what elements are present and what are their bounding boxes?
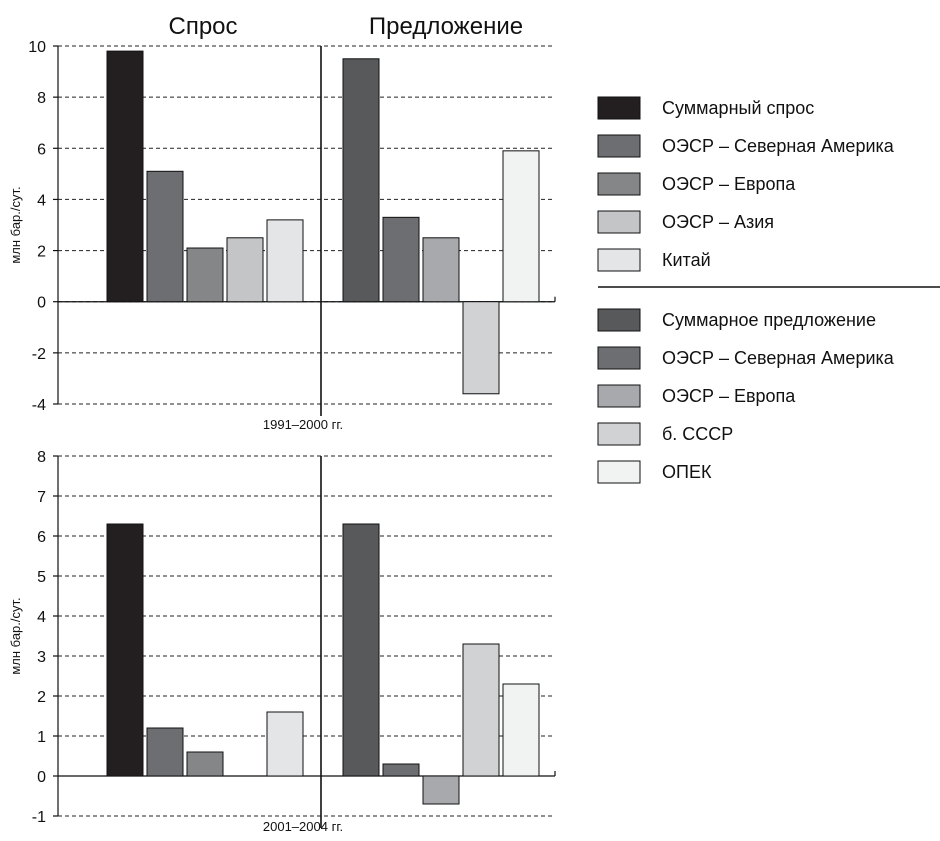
panel-1: -4 -2 0 2 4 6 8 10 млн бар./сут. 1991–2000 гг.	[8, 39, 556, 432]
demand-header: Спрос	[168, 13, 237, 40]
supply-header: Предложение	[369, 13, 523, 40]
y-tick-label: 0	[37, 769, 46, 786]
supply-bar	[342, 58, 380, 303]
demand-bar	[226, 237, 264, 303]
y-axis-label: млн бар./сут.	[8, 597, 23, 674]
legend-supply-swatch	[597, 422, 641, 446]
demand-bar	[266, 711, 304, 777]
demand-bar	[186, 247, 224, 303]
y-tick-label: 1	[37, 729, 46, 746]
supply-bar	[382, 763, 420, 777]
legend-demand-label: ОЭСР – Северная Америка	[662, 136, 895, 156]
y-tick-label: 2	[37, 689, 46, 706]
legend-supply-swatch	[597, 308, 641, 332]
y-tick-label: 5	[37, 569, 46, 586]
demand-bar	[186, 751, 224, 777]
supply-bar	[422, 237, 460, 303]
legend-demand-label: ОЭСР – Азия	[662, 212, 774, 232]
legend-supply-label: ОЭСР – Северная Америка	[662, 348, 895, 368]
supply-bar	[422, 775, 460, 805]
y-tick-label: -1	[32, 809, 46, 826]
period-caption: 1991–2000 гг.	[263, 417, 343, 432]
y-tick-label: 4	[37, 192, 46, 209]
legend-demand-swatch	[597, 210, 641, 234]
supply-bar	[502, 150, 540, 303]
y-tick-label: 7	[37, 489, 46, 506]
y-tick-label: -4	[32, 397, 46, 414]
y-tick-label: 8	[37, 449, 46, 466]
legend-supply-label: ОЭСР – Европа	[662, 386, 796, 406]
y-tick-label: 0	[37, 295, 46, 312]
y-tick-label: -2	[32, 346, 46, 363]
y-tick-label: 8	[37, 90, 46, 107]
legend-demand-label: ОЭСР – Европа	[662, 174, 796, 194]
demand-bar	[106, 523, 144, 777]
y-tick-label: 6	[37, 141, 46, 158]
demand-bar	[266, 219, 304, 303]
demand-bar	[106, 50, 144, 303]
legend-demand-label: Китай	[662, 250, 711, 270]
demand-bar	[146, 727, 184, 777]
legend-supply-label: ОПЕК	[662, 462, 712, 482]
legend-supply-swatch	[597, 384, 641, 408]
y-tick-label: 6	[37, 529, 46, 546]
legend-demand-swatch	[597, 134, 641, 158]
y-tick-label: 10	[28, 39, 46, 56]
legend-supply-label: Суммарное предложение	[662, 310, 876, 330]
supply-bar	[342, 523, 380, 777]
supply-bar	[502, 683, 540, 777]
y-axis-label: млн бар./сут.	[8, 186, 23, 263]
period-caption: 2001–2004 гг.	[263, 819, 343, 834]
legend-demand-label: Суммарный спрос	[662, 98, 814, 118]
legend: Суммарный спрос ОЭСР – Северная Америка ОЭ…	[597, 96, 940, 484]
supply-bar	[462, 301, 500, 395]
legend-supply-swatch	[597, 460, 641, 484]
legend-demand-swatch	[597, 96, 641, 120]
y-tick-label: 3	[37, 649, 46, 666]
legend-supply-label: б. СССР	[662, 424, 733, 444]
supply-bar	[462, 643, 500, 777]
y-tick-label: 4	[37, 609, 46, 626]
supply-bar	[382, 216, 420, 303]
y-tick-label: 2	[37, 244, 46, 261]
demand-bar	[146, 170, 184, 303]
legend-demand-swatch	[597, 172, 641, 196]
panel-2: -1 0 1 2 3 4 5 6 7 8 млн бар./сут. 2001–2004 гг.	[8, 449, 556, 834]
legend-supply-swatch	[597, 346, 641, 370]
legend-demand-swatch	[597, 248, 641, 272]
